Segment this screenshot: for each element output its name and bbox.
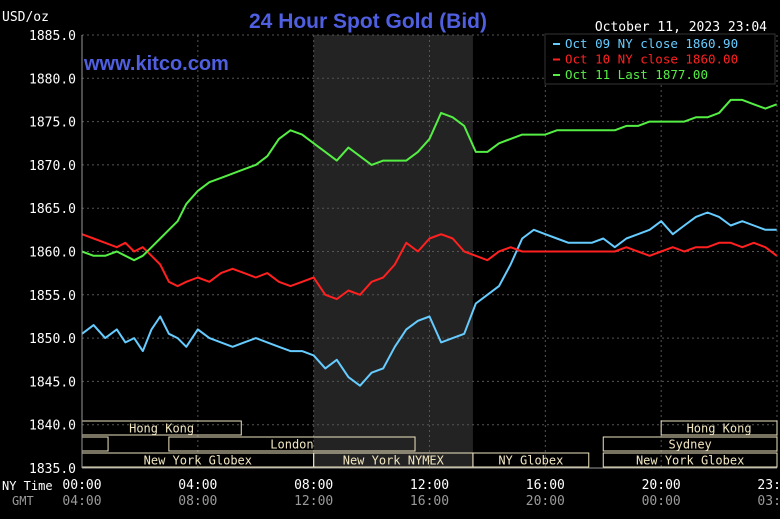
- session-label: London: [270, 438, 313, 452]
- x-tick-label-ny: 12:00: [410, 478, 449, 493]
- session-box: [660, 420, 778, 436]
- x-tick-label-ny: 20:00: [642, 478, 681, 493]
- x-tick-label-gmt: 16:00: [410, 494, 449, 509]
- price-series: [81, 98, 778, 387]
- session-box: [602, 452, 778, 468]
- session-box: [602, 436, 778, 452]
- legend-entry: Oct 11 Last 1877.00: [565, 67, 708, 82]
- y-tick-label: 1855.0: [29, 289, 76, 304]
- legend-entry: Oct 09 NY close 1860.90: [565, 36, 738, 51]
- y-tick-label: 1845.0: [29, 375, 76, 390]
- x-tick-label-ny: 04:00: [178, 478, 217, 493]
- x-tick-label-ny: 16:00: [526, 478, 565, 493]
- x-tick-label-gmt: 00:00: [642, 494, 681, 509]
- legend-box: [544, 33, 776, 85]
- timestamp: October 11, 2023 23:04: [595, 20, 767, 35]
- x-tick-label-gmt: 20:00: [526, 494, 565, 509]
- session-label: New York Globex: [144, 454, 252, 468]
- session-label: Hong Kong: [687, 422, 752, 436]
- axes: 1885.0 1880.0 1875.0 1870.0 1865.0 1860.0 1855…: [29, 29, 780, 509]
- y-axis-unit: USD/oz: [2, 10, 49, 25]
- series-line-1: [81, 211, 777, 387]
- session-label: Hong Kong: [129, 422, 194, 436]
- x-tick-label-gmt: 04:00: [62, 494, 101, 509]
- x-tick-label-gmt: 12:00: [294, 494, 333, 509]
- x-tick-label-gmt: 08:00: [178, 494, 217, 509]
- y-tick-label: 1875.0: [29, 116, 76, 131]
- series-line-3: [81, 98, 778, 262]
- x-tick-label-ny: 00:00: [62, 478, 101, 493]
- session-box: [472, 452, 590, 468]
- y-tick-label: 1880.0: [29, 72, 76, 87]
- session-label: New York NYMEX: [343, 454, 445, 468]
- watermark-url: www.kitco.com: [83, 53, 229, 75]
- y-tick-label: 1870.0: [29, 159, 76, 174]
- session-label: NY Globex: [498, 454, 563, 468]
- series-line-2: [81, 233, 778, 301]
- y-tick-label: 1840.0: [29, 419, 76, 434]
- x-tick-label-gmt: 03:59: [757, 494, 780, 509]
- legend-entry: Oct 10 NY close 1860.00: [565, 52, 738, 67]
- x-tick-label-ny: 23:59: [757, 478, 780, 493]
- session-box: [168, 436, 416, 452]
- y-tick-label: 1860.0: [29, 246, 76, 261]
- ny-time-label: NY Time: [2, 479, 53, 493]
- session-label: New York Globex: [636, 454, 744, 468]
- chart-title: 24 Hour Spot Gold (Bid): [249, 10, 487, 33]
- x-tick-label-ny: 08:00: [294, 478, 333, 493]
- gmt-label: GMT: [12, 494, 34, 508]
- session-label: Sydney: [668, 438, 711, 452]
- y-tick-label: 1885.0: [29, 29, 76, 44]
- y-tick-label: 1835.0: [29, 462, 76, 477]
- y-tick-label: 1865.0: [29, 202, 76, 217]
- y-tick-label: 1850.0: [29, 332, 76, 347]
- trading-sessions: Hong Kong Hong Kong London Sydney New York G…: [81, 420, 778, 468]
